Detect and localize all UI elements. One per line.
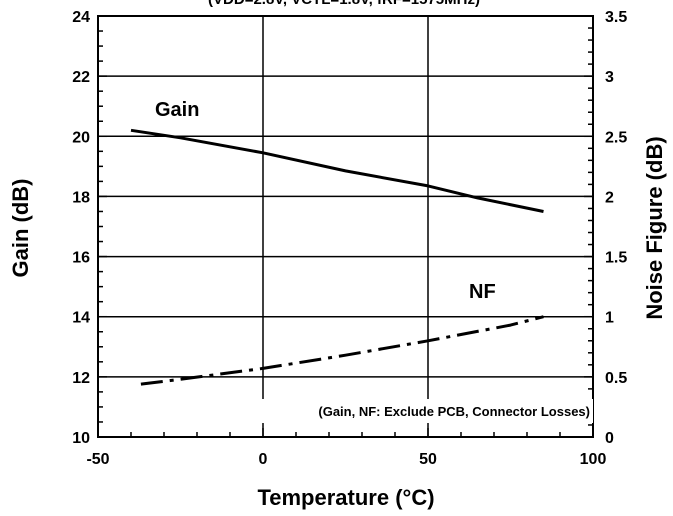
y-tick-label: 20	[72, 129, 90, 146]
y-tick-label: 22	[72, 69, 90, 86]
series-line-nf	[140, 315, 544, 386]
y-tick-label: 14	[72, 310, 90, 327]
y2-tick-label: 2	[605, 189, 614, 206]
axis-ticks	[97, 15, 594, 438]
y2-tick-label: 0.5	[605, 370, 627, 387]
chart-note: (Gain, NF: Exclude PCB, Connector Losses…	[318, 404, 590, 419]
y2-tick-label: 1.5	[605, 250, 627, 267]
y-axis-title: Gain (dB)	[8, 179, 33, 278]
series-lines	[130, 128, 544, 386]
chart-title: (VDD=2.8V, VCTL=1.8V, fRF=1575MHz)	[208, 0, 480, 8]
y2-tick-label: 3.5	[605, 9, 627, 26]
tick-labels: -50 0 50 100 10 12 14 16 18 20 22 24 0 0.5 1 1.5 2 2.5 3 3.…	[72, 9, 627, 468]
y2-tick-label: 1	[605, 310, 614, 327]
y-tick-label: 24	[72, 9, 90, 26]
series-label-gain: Gain	[155, 99, 199, 121]
x-tick-label: 0	[259, 451, 268, 468]
plot-frame	[97, 15, 594, 438]
y-tick-label: 18	[72, 189, 90, 206]
grid-lines	[98, 16, 593, 437]
y2-tick-label: 0	[605, 430, 614, 447]
series-line-gain	[130, 128, 544, 213]
x-tick-label: 50	[419, 451, 437, 468]
series-label-nf: NF	[469, 281, 496, 303]
x-tick-label: 100	[580, 451, 607, 468]
y2-axis-title: Noise Figure (dB)	[642, 136, 667, 319]
x-axis-title: Temperature (°C)	[257, 485, 434, 510]
y-tick-label: 10	[72, 430, 90, 447]
y2-tick-label: 2.5	[605, 129, 627, 146]
note-background	[210, 399, 593, 423]
y2-tick-label: 3	[605, 69, 614, 86]
y-tick-label: 16	[72, 250, 90, 267]
x-tick-label: -50	[86, 451, 109, 468]
y-tick-label: 12	[72, 370, 90, 387]
plot-area	[97, 15, 594, 438]
